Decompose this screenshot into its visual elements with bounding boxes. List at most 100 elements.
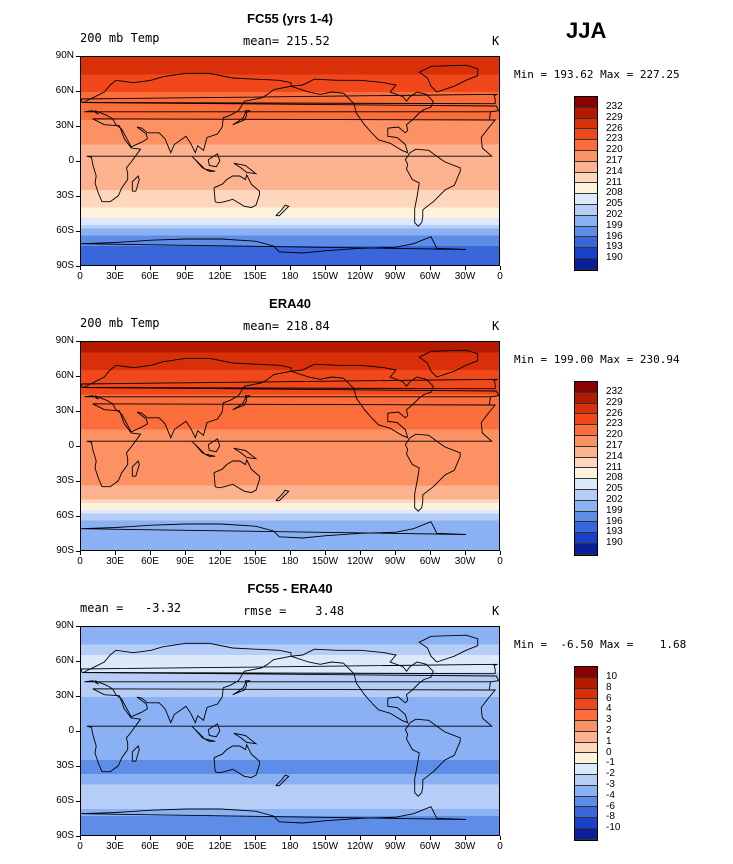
contour-band — [81, 482, 499, 487]
colorbar-swatch — [575, 533, 597, 544]
contour-band — [81, 545, 499, 550]
x-tick-mark — [500, 836, 501, 840]
contour-band — [81, 826, 499, 831]
panel-center-label: mean= 215.52 — [243, 34, 330, 48]
panel-left-label: 200 mb Temp — [80, 316, 160, 330]
coastline — [213, 173, 260, 208]
contour-band — [81, 356, 499, 361]
y-tick-mark — [76, 126, 80, 127]
coastline — [207, 153, 221, 168]
contour-band — [81, 260, 499, 265]
x-tick-mark — [115, 836, 116, 840]
contour-band — [81, 200, 499, 205]
contour-band — [81, 419, 499, 424]
x-tick-mark — [150, 836, 151, 840]
x-tick-mark — [185, 551, 186, 555]
x-tick-label: 60W — [419, 556, 441, 567]
x-tick-label: 120W — [346, 271, 374, 282]
contour-band — [81, 471, 499, 476]
colorbar-swatch — [575, 446, 597, 458]
contour-band — [81, 485, 499, 490]
contour-band — [81, 548, 499, 550]
contour-band — [81, 221, 499, 226]
y-tick-label: 0 — [68, 725, 74, 736]
colorbar-swatch — [575, 237, 597, 249]
colorbar — [574, 96, 598, 271]
y-tick-mark — [76, 376, 80, 377]
coastline — [191, 440, 206, 455]
panel-left-label: 200 mb Temp — [80, 31, 160, 45]
colorbar-level-label: 190 — [606, 537, 623, 549]
x-tick-mark — [255, 266, 256, 270]
contour-band — [81, 127, 499, 132]
colorbar-swatch — [575, 774, 597, 786]
colorbar-level-label: -8 — [606, 811, 615, 823]
y-tick-mark — [76, 516, 80, 517]
coastline — [232, 680, 251, 696]
y-tick-label: 30S — [56, 760, 74, 771]
contour-map-svg — [81, 57, 499, 265]
contour-band — [81, 165, 499, 170]
panel-units-label: K — [492, 319, 500, 333]
contour-band — [81, 749, 499, 754]
x-tick-mark — [80, 551, 81, 555]
contour-band — [81, 235, 499, 240]
contour-band — [81, 714, 499, 719]
colorbar-swatch — [575, 414, 597, 426]
x-tick-mark — [360, 266, 361, 270]
colorbar-level-label: 208 — [606, 187, 623, 199]
colorbar-swatch — [575, 479, 597, 490]
coastline — [86, 118, 497, 203]
y-tick-label: 60S — [56, 225, 74, 236]
coastline — [233, 162, 258, 175]
contour-band — [81, 263, 499, 265]
colorbar-swatch — [575, 403, 597, 415]
x-tick-mark — [395, 836, 396, 840]
y-tick-mark — [76, 731, 80, 732]
x-tick-label: 30W — [454, 556, 476, 567]
contour-band — [81, 134, 499, 139]
panel-title: FC55 - ERA40 — [247, 581, 333, 596]
contour-band — [81, 391, 499, 396]
contour-band — [81, 725, 499, 730]
contour-band — [81, 239, 499, 244]
contour-band — [81, 405, 499, 410]
colorbar-swatch — [575, 699, 597, 711]
colorbar-level-label: 199 — [606, 219, 623, 231]
coastline — [207, 723, 221, 738]
x-tick-label: 150W — [311, 556, 339, 567]
colorbar-swatch — [575, 140, 597, 151]
x-tick-label: 0 — [77, 271, 83, 282]
colorbar-swatch — [575, 215, 597, 227]
contour-band — [81, 225, 499, 230]
x-tick-label: 60E — [141, 271, 159, 282]
x-tick-label: 30E — [106, 271, 124, 282]
contour-band — [81, 693, 499, 698]
contour-band — [81, 172, 499, 177]
coastline — [275, 774, 290, 787]
colorbar-swatch — [575, 457, 597, 469]
y-tick-label: 0 — [68, 155, 74, 166]
contour-band — [81, 99, 499, 104]
colorbar-swatch — [575, 194, 597, 205]
contour-band — [81, 644, 499, 649]
contour-map-svg — [81, 342, 499, 550]
colorbar-level-label: -2 — [606, 768, 615, 780]
x-tick-label: 90W — [384, 556, 406, 567]
contour-band — [81, 137, 499, 142]
x-tick-mark — [220, 266, 221, 270]
colorbar-level-label: 229 — [606, 111, 623, 123]
contour-band — [81, 450, 499, 455]
coastline — [232, 110, 251, 126]
coastline — [290, 78, 434, 154]
colorbar — [574, 381, 598, 556]
contour-band — [81, 503, 499, 508]
contour-band — [81, 756, 499, 761]
x-tick-mark — [290, 266, 291, 270]
contour-band — [81, 513, 499, 518]
x-tick-mark — [430, 266, 431, 270]
colorbar-level-label: 223 — [606, 418, 623, 430]
colorbar-level-label: 205 — [606, 483, 623, 495]
x-tick-label: 30E — [106, 841, 124, 852]
colorbar-swatch — [575, 150, 597, 162]
